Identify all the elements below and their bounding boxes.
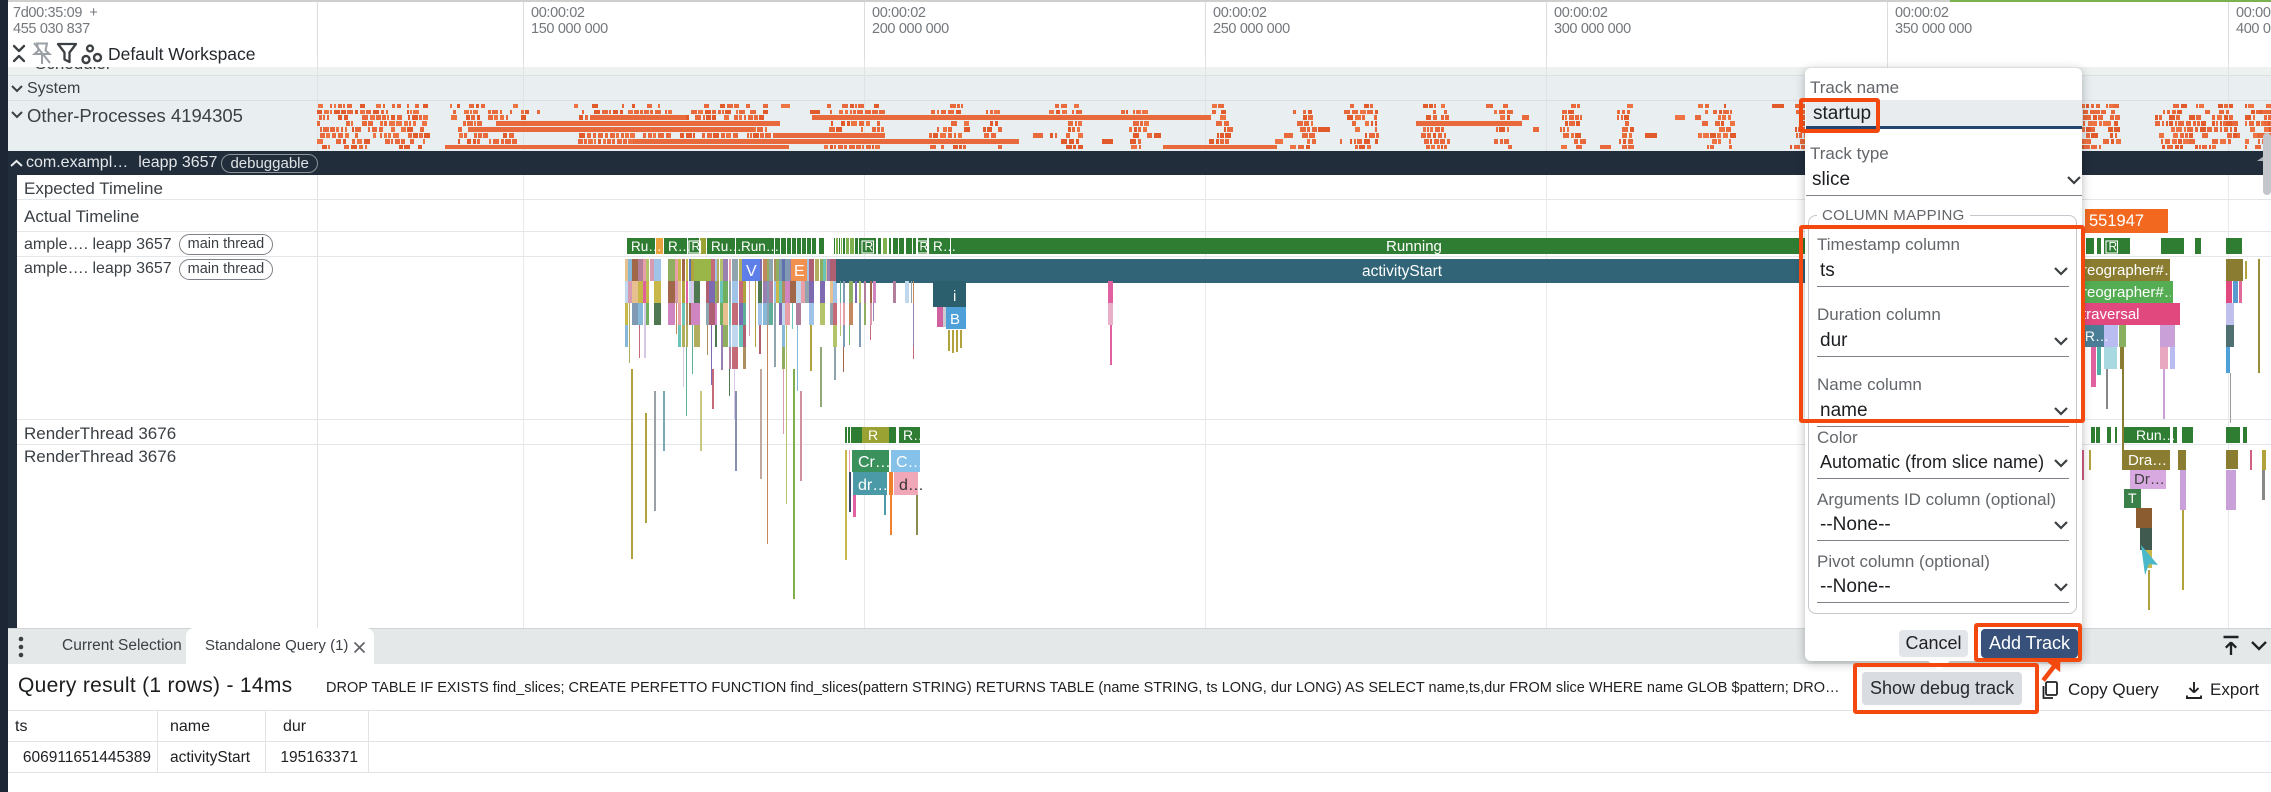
svg-text:R: R <box>920 240 929 254</box>
svg-text:/R…: /R… <box>2081 328 2109 344</box>
svg-text:Running: Running <box>1386 238 1442 255</box>
svg-text:reographer#…: reographer#… <box>2082 262 2179 279</box>
svg-text:i: i <box>953 288 956 305</box>
svg-text:C…: C… <box>896 454 924 471</box>
svg-text:traversal: traversal <box>2082 306 2140 323</box>
svg-text:R…: R… <box>903 427 927 443</box>
svg-text:dr…: dr… <box>858 477 888 494</box>
svg-text:d…: d… <box>899 477 924 494</box>
svg-text:Cr…: Cr… <box>858 454 891 471</box>
svg-text:V: V <box>746 263 757 280</box>
svg-text:B: B <box>950 311 960 328</box>
svg-text:Ru…: Ru… <box>631 239 662 254</box>
svg-text:R: R <box>865 240 874 254</box>
svg-text:R: R <box>868 427 878 443</box>
svg-text:reographer#…: reographer#… <box>2082 284 2179 301</box>
svg-text:R: R <box>2109 240 2118 254</box>
svg-text:Run…: Run… <box>2136 427 2176 443</box>
svg-text:R…: R… <box>933 239 956 254</box>
svg-text:R…: R… <box>668 239 691 254</box>
svg-text:activityStart: activityStart <box>1362 263 1443 280</box>
svg-text:R: R <box>692 240 701 254</box>
svg-text:E: E <box>794 263 805 280</box>
svg-text:Dra…: Dra… <box>2128 452 2167 469</box>
svg-text:Dr…: Dr… <box>2134 471 2165 488</box>
svg-text:Ru…: Ru… <box>711 239 742 254</box>
svg-text:T: T <box>2128 490 2137 506</box>
svg-text:Run…: Run… <box>741 239 779 254</box>
